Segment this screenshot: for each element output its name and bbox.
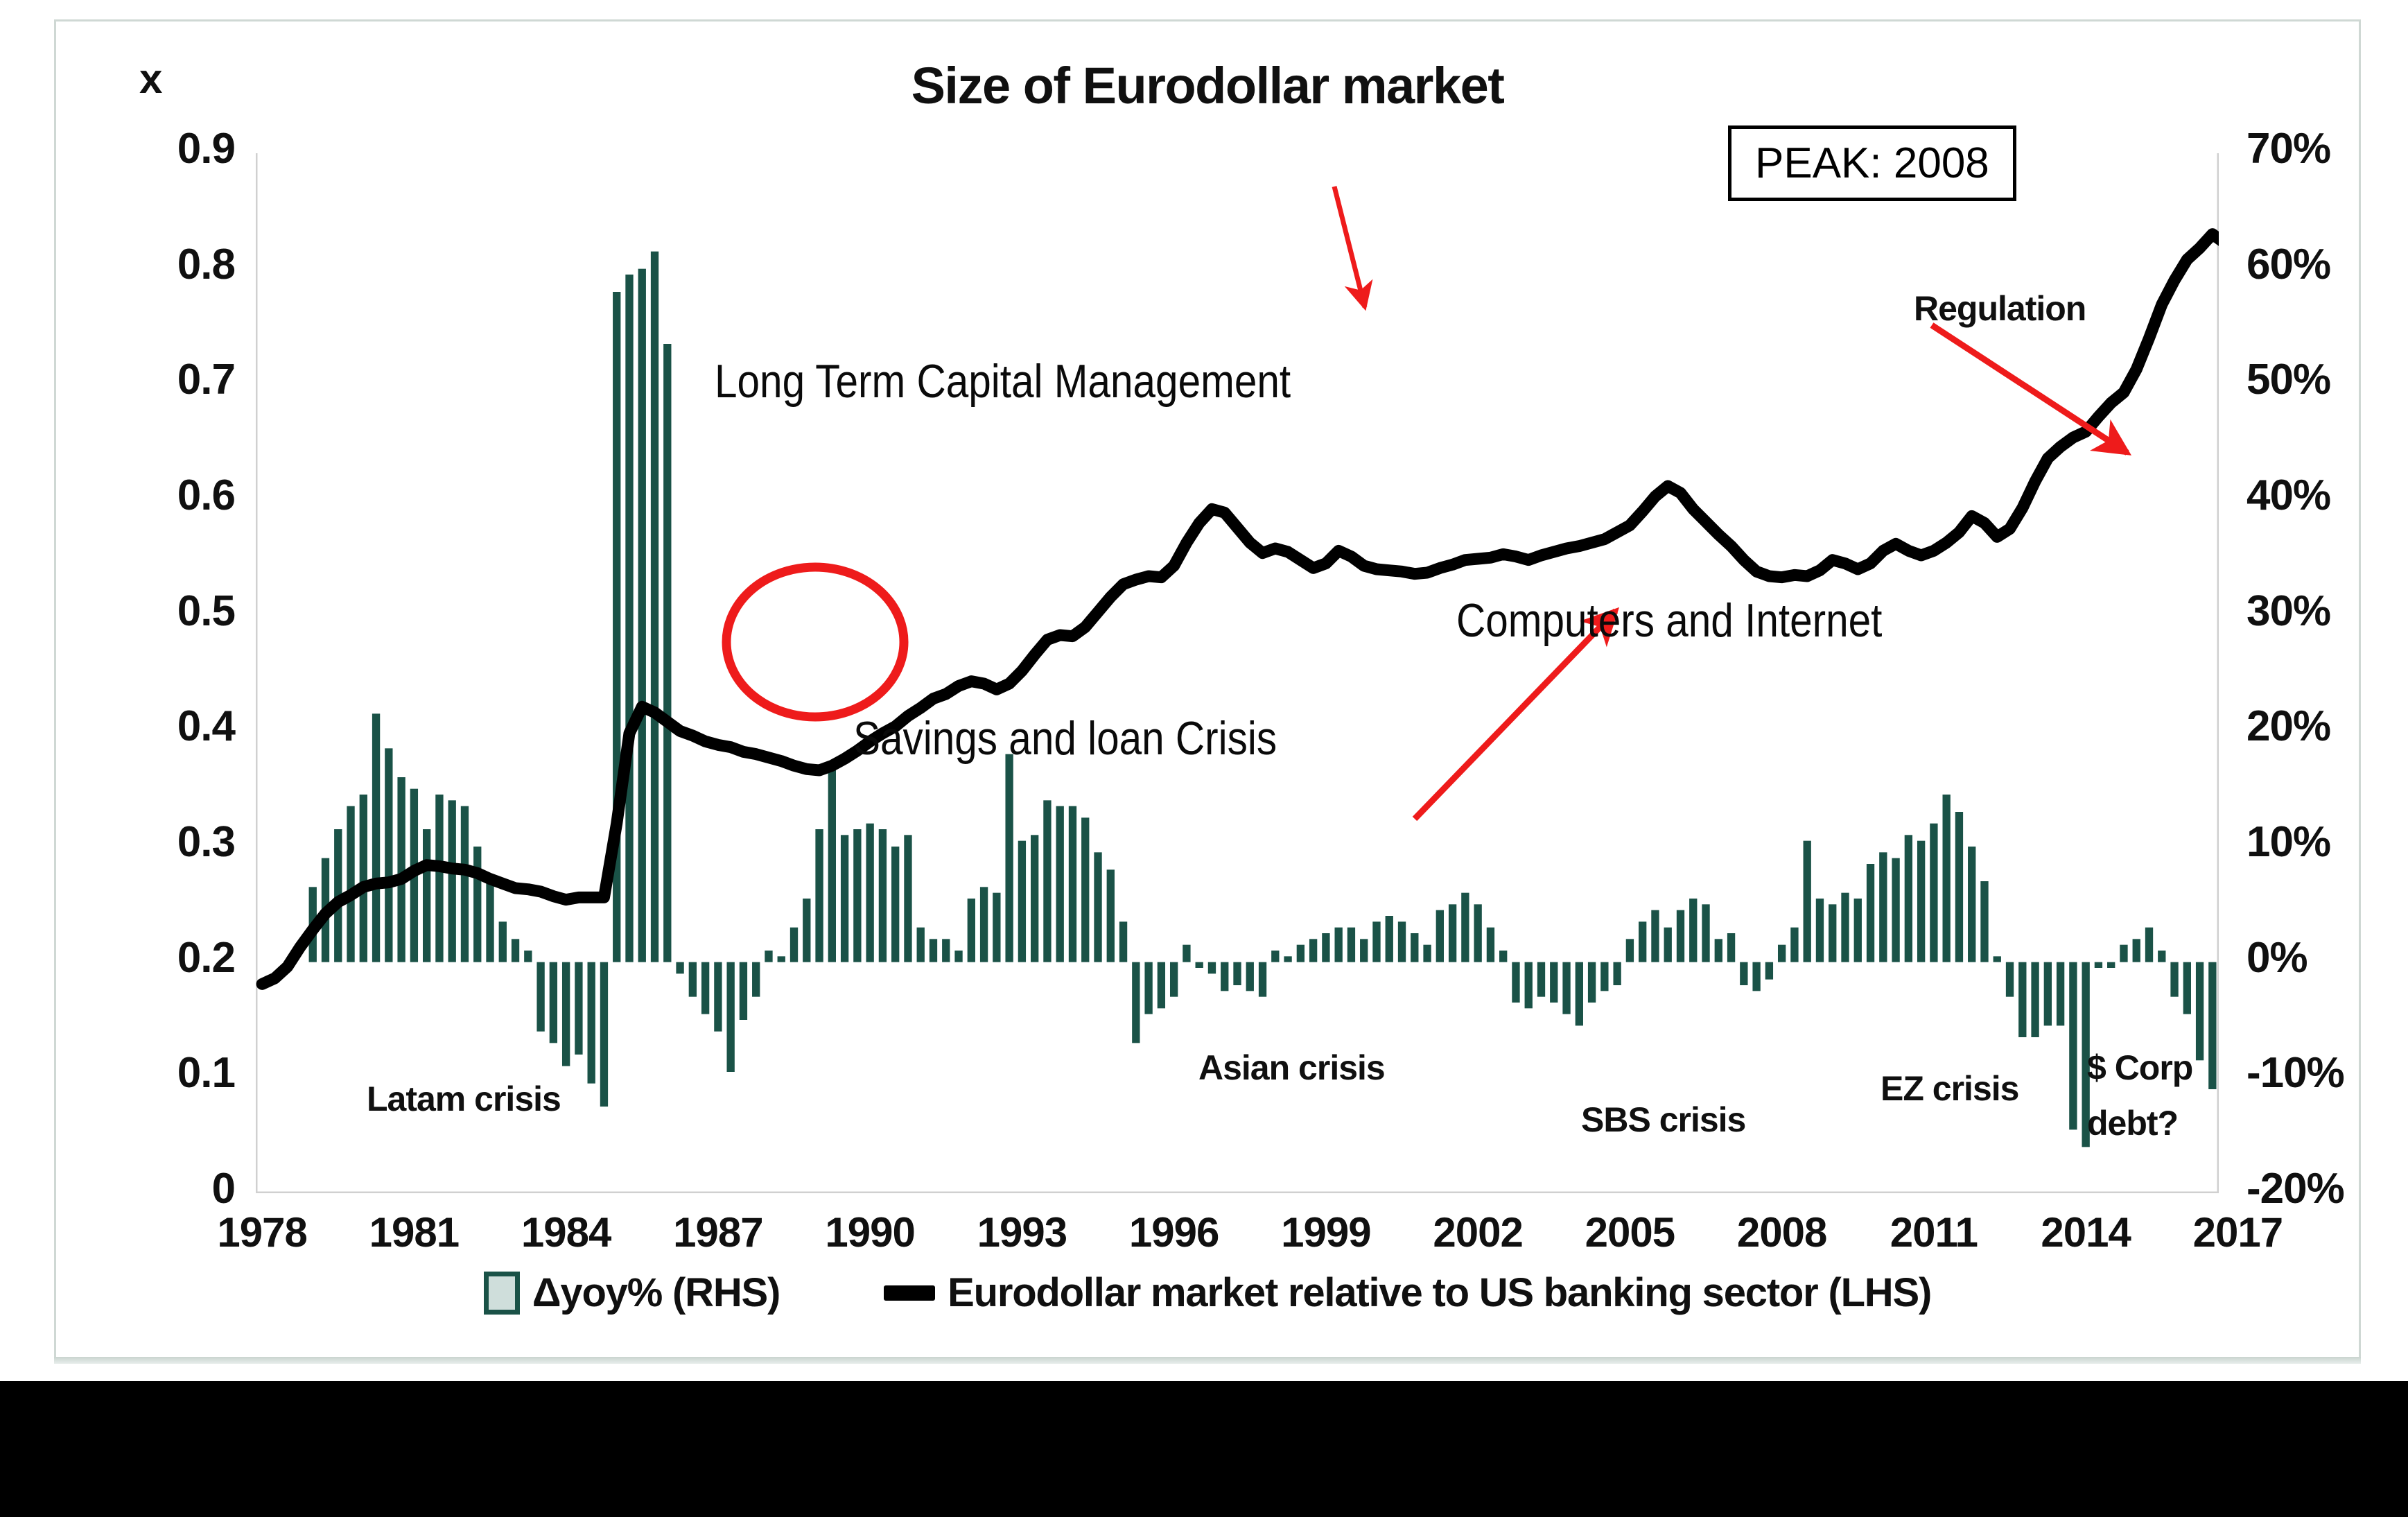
x-axis-tick: 1996 — [1128, 1209, 1219, 1256]
annotation-ltcm: Long Term Capital Management — [715, 355, 1291, 408]
plot-area — [256, 153, 2219, 1193]
x-axis-tick: 2008 — [1736, 1209, 1827, 1256]
x-axis-tick: 1981 — [369, 1209, 460, 1256]
left-axis-tick: 0.8 — [177, 240, 236, 288]
left-axis-tick: 0.9 — [177, 125, 236, 173]
chart-legend: Δyoy% (RHS) Eurodollar market relative t… — [56, 1269, 2359, 1316]
right-axis-tick: 10% — [2246, 818, 2331, 866]
x-axis-tick: 1990 — [825, 1209, 915, 1256]
chart-frame: x Size of Eurodollar market PEAK: 2008 0… — [54, 19, 2361, 1364]
annotation-regulation: Regulation — [1914, 289, 2086, 328]
right-axis-tick: 70% — [2246, 125, 2331, 173]
annotation-marks — [722, 186, 2132, 822]
annotation-latam-crisis: Latam crisis — [367, 1080, 561, 1118]
right-axis-tick: 40% — [2246, 471, 2331, 519]
left-axis-unit-label: x — [139, 55, 162, 102]
right-axis-tick: 0% — [2246, 933, 2308, 982]
left-axis-tick: 0.6 — [177, 471, 236, 519]
annotation-asian-crisis: Asian crisis — [1198, 1048, 1386, 1087]
left-axis-tick: 0 — [211, 1165, 236, 1213]
right-axis-tick: -20% — [2246, 1165, 2345, 1213]
annotation-ez-crisis: EZ crisis — [1881, 1069, 2019, 1108]
legend-bar-swatch-icon — [483, 1271, 520, 1315]
left-axis-tick: 0.7 — [177, 356, 236, 404]
peak-callout-box: PEAK: 2008 — [1728, 125, 2016, 201]
legend-bar-label: Δyoy% (RHS) — [532, 1270, 780, 1315]
left-axis-tick: 0.3 — [177, 818, 236, 866]
x-axis-tick: 2014 — [2041, 1209, 2131, 1256]
annotation-savings-loan: Savings and loan Crisis — [853, 712, 1277, 765]
right-axis-tick: -10% — [2246, 1049, 2345, 1098]
right-axis-tick: 20% — [2246, 702, 2331, 751]
annotation-sbs-crisis: SBS crisis — [1581, 1100, 1746, 1139]
annotation-corp-debt-line1: $ Corp — [2087, 1048, 2193, 1087]
right-axis-tick: 30% — [2246, 587, 2331, 635]
left-axis-tick: 0.2 — [177, 933, 236, 982]
legend-item-line: Eurodollar market relative to US banking… — [884, 1269, 1932, 1316]
x-axis-tick: 2002 — [1433, 1209, 1523, 1256]
right-axis-tick: 50% — [2246, 356, 2331, 404]
x-axis-tick: 1987 — [673, 1209, 763, 1256]
legend-item-bar: Δyoy% (RHS) — [483, 1269, 780, 1316]
right-axis-tick: 60% — [2246, 240, 2331, 288]
x-axis-tick: 1978 — [217, 1209, 307, 1256]
annotation-computers-internet: Computers and Internet — [1456, 594, 1883, 647]
left-axis-tick: 0.1 — [177, 1049, 236, 1098]
x-axis-tick: 2011 — [1890, 1209, 1978, 1256]
left-axis-tick: 0.4 — [177, 702, 236, 751]
annotation-corp-debt-line2: debt? — [2087, 1104, 2179, 1143]
chart-title: Size of Eurodollar market — [911, 57, 1505, 114]
x-axis-tick: 1993 — [977, 1209, 1067, 1256]
x-axis-tick: 1984 — [521, 1209, 611, 1256]
legend-line-label: Eurodollar market relative to US banking… — [948, 1270, 1932, 1315]
x-axis-tick: 1999 — [1281, 1209, 1371, 1256]
x-axis-tick: 2005 — [1585, 1209, 1675, 1256]
left-axis-tick: 0.5 — [177, 587, 236, 635]
x-axis-tick: 2017 — [2192, 1209, 2283, 1256]
chart-canvas — [256, 153, 2219, 1193]
slide-white-area: x Size of Eurodollar market PEAK: 2008 0… — [0, 0, 2408, 1381]
bar-series-delta-yoy — [308, 251, 2217, 1147]
line-series-eurodollar-ratio — [256, 228, 2219, 990]
legend-line-swatch-icon — [884, 1285, 936, 1301]
